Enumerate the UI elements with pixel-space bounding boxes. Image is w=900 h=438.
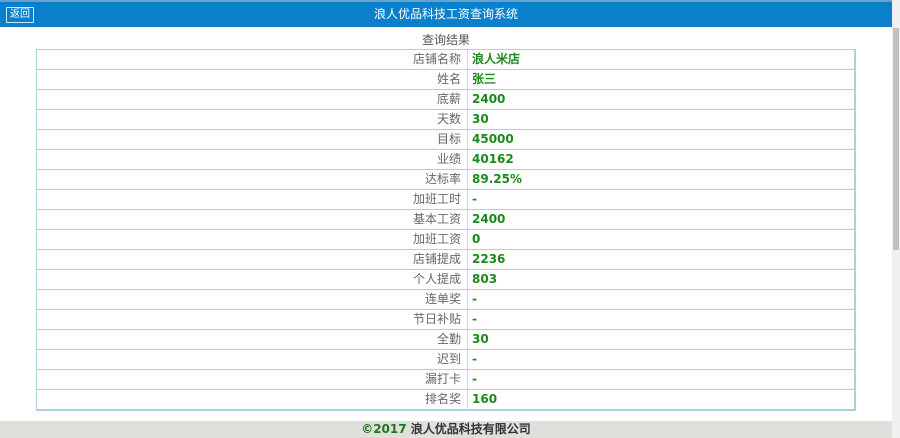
scrollbar-thumb[interactable] (893, 28, 899, 250)
table-row: 排名奖 160 (37, 390, 854, 410)
page-title: 浪人优品科技工资查询系统 (373, 7, 518, 21)
copyright: ©2017 (361, 422, 407, 436)
table-row: 迟到 - (37, 350, 854, 370)
table-row: 店铺名称 浪人米店 (37, 50, 854, 70)
row-value: 89.25% (472, 172, 522, 186)
table-row: 姓名 张三 (37, 70, 854, 90)
table-row: 加班工资 0 (37, 230, 854, 250)
row-label: 迟到 (37, 350, 468, 369)
row-label: 节日补贴 (37, 310, 468, 329)
row-label: 个人提成 (37, 270, 468, 289)
table-row: 目标 45000 (37, 130, 854, 150)
row-label: 店铺提成 (37, 250, 468, 269)
table-row: 全勤 30 (37, 330, 854, 350)
row-value: - (472, 192, 477, 206)
table-row: 业绩 40162 (37, 150, 854, 170)
row-label: 底薪 (37, 90, 468, 109)
table-row: 天数 30 (37, 110, 854, 130)
table-row: 底薪 2400 (37, 90, 854, 110)
table-row: 个人提成 803 (37, 270, 854, 290)
row-value: 2400 (472, 92, 506, 106)
row-value: - (472, 312, 477, 326)
row-label: 业绩 (37, 150, 468, 169)
row-label: 天数 (37, 110, 468, 129)
row-label: 漏打卡 (37, 370, 468, 389)
header: 返回 浪人优品科技工资查询系统 (0, 0, 892, 27)
row-value: 2236 (472, 252, 506, 266)
row-value: 160 (472, 392, 498, 406)
row-value: 2400 (472, 212, 506, 226)
table-row: 漏打卡 - (37, 370, 854, 390)
row-label: 基本工资 (37, 210, 468, 229)
row-value: 40162 (472, 152, 514, 166)
salary-table: 店铺名称 浪人米店 姓名 张三 底薪 2400 天数 30 目标 45000 业绩 40162 达标率 8… (36, 49, 856, 411)
table-row: 加班工时 - (37, 190, 854, 210)
row-value: - (472, 292, 477, 306)
row-value: 45000 (472, 132, 514, 146)
row-label: 连单奖 (37, 290, 468, 309)
row-label: 加班工时 (37, 190, 468, 209)
row-label: 排名奖 (37, 390, 468, 409)
table-row: 达标率 89.25% (37, 170, 854, 190)
row-value: 0 (472, 232, 481, 246)
row-value: 30 (472, 112, 489, 126)
row-label: 全勤 (37, 330, 468, 349)
row-value: 张三 (472, 72, 497, 86)
result-caption: 查询结果 (421, 33, 470, 47)
table-row: 基本工资 2400 (37, 210, 854, 230)
row-value: 浪人米店 (472, 52, 521, 66)
row-value: 803 (472, 272, 498, 286)
scrollbar[interactable] (892, 0, 900, 438)
table-row: 店铺提成 2236 (37, 250, 854, 270)
row-label: 目标 (37, 130, 468, 149)
footer: ©2017 浪人优品科技有限公司 (0, 421, 892, 438)
table-row: 连单奖 - (37, 290, 854, 310)
row-value: - (472, 352, 477, 366)
row-label: 加班工资 (37, 230, 468, 249)
row-value: - (472, 372, 477, 386)
row-label: 店铺名称 (37, 50, 468, 69)
table-row: 节日补贴 - (37, 310, 854, 330)
company-name: 浪人优品科技有限公司 (410, 422, 531, 436)
back-button[interactable]: 返回 (6, 7, 34, 23)
row-value: 30 (472, 332, 489, 346)
row-label: 姓名 (37, 70, 468, 89)
row-label: 达标率 (37, 170, 468, 189)
